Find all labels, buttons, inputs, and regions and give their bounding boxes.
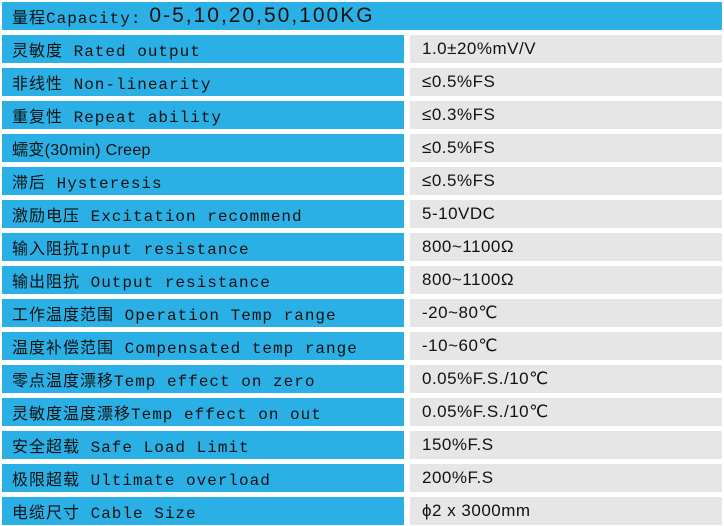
spec-row-output-resistance: 输出阻抗 Output resistance 800~1100Ω — [2, 266, 722, 294]
spec-value: -20~80℃ — [422, 303, 498, 322]
spec-label-cell: 温度补偿范围 Compensated temp range — [2, 332, 404, 360]
spec-value-cell: ≤0.5%FS — [410, 68, 722, 96]
spec-row-operation-temp: 工作温度范围 Operation Temp range -20~80℃ — [2, 299, 722, 327]
spec-value-cell: 1.0±20%mV/V — [410, 35, 722, 63]
spec-label: 安全超载 Safe Load Limit — [12, 439, 250, 457]
spec-value: -10~60℃ — [422, 336, 498, 355]
spec-value: 800~1100Ω — [422, 270, 515, 289]
spec-row-temp-effect-output: 灵敏度温度漂移Temp effect on out 0.05%F.S./10℃ — [2, 398, 722, 426]
spec-label: 零点温度漂移Temp effect on zero — [12, 373, 316, 391]
spec-row-compensated-temp: 温度补偿范围 Compensated temp range -10~60℃ — [2, 332, 722, 360]
spec-value: 150%F.S — [422, 435, 494, 454]
spec-value: 1.0±20%mV/V — [422, 39, 537, 58]
spec-label-cell: 滞后 Hysteresis — [2, 167, 404, 195]
table-header-row: 量程Capacity: 0-5,10,20,50,100KG — [2, 2, 722, 30]
spec-label-cell: 电缆尺寸 Cable Size — [2, 497, 404, 525]
capacity-label: 量程Capacity: — [12, 10, 142, 28]
spec-label: 工作温度范围 Operation Temp range — [12, 307, 337, 325]
spec-label: 灵敏度 Rated output — [12, 43, 201, 61]
spec-value-cell: 5-10VDC — [410, 200, 722, 228]
spec-row-non-linearity: 非线性 Non-linearity ≤0.5%FS — [2, 68, 722, 96]
spec-row-temp-effect-zero: 零点温度漂移Temp effect on zero 0.05%F.S./10℃ — [2, 365, 722, 393]
spec-row-safe-load: 安全超载 Safe Load Limit 150%F.S — [2, 431, 722, 459]
spec-label-cell: 蠕变(30min) Creep — [2, 134, 404, 162]
spec-row-hysteresis: 滞后 Hysteresis ≤0.5%FS — [2, 167, 722, 195]
spec-label-cell: 输入阻抗Input resistance — [2, 233, 404, 261]
spec-row-input-resistance: 输入阻抗Input resistance 800~1100Ω — [2, 233, 722, 261]
spec-row-creep: 蠕变(30min) Creep ≤0.5%FS — [2, 134, 722, 162]
spec-label-cell: 安全超载 Safe Load Limit — [2, 431, 404, 459]
spec-label: 非线性 Non-linearity — [12, 76, 212, 94]
spec-label: 极限超载 Ultimate overload — [12, 472, 271, 490]
spec-value: 0.05%F.S./10℃ — [422, 369, 549, 388]
spec-value-cell: ≤0.5%FS — [410, 134, 722, 162]
capacity-value: 0-5,10,20,50,100KG — [149, 4, 375, 27]
spec-value-cell: 200%F.S — [410, 464, 722, 492]
spec-value: ≤0.5%FS — [422, 138, 496, 157]
spec-value: ≤0.3%FS — [422, 105, 496, 124]
spec-value-cell: 150%F.S — [410, 431, 722, 459]
spec-label-cell: 零点温度漂移Temp effect on zero — [2, 365, 404, 393]
spec-value-cell: ϕ2 x 3000mm — [410, 497, 722, 525]
spec-label: 输入阻抗Input resistance — [12, 241, 250, 259]
spec-label-cell: 工作温度范围 Operation Temp range — [2, 299, 404, 327]
spec-label-cell: 灵敏度温度漂移Temp effect on out — [2, 398, 404, 426]
spec-label-cell: 激励电压 Excitation recommend — [2, 200, 404, 228]
spec-label-cell: 非线性 Non-linearity — [2, 68, 404, 96]
spec-label: 电缆尺寸 Cable Size — [12, 505, 197, 523]
spec-label: 蠕变(30min) Creep — [12, 142, 151, 159]
spec-value: ≤0.5%FS — [422, 72, 496, 91]
spec-value-cell: 800~1100Ω — [410, 266, 722, 294]
spec-label: 温度补偿范围 Compensated temp range — [12, 340, 358, 358]
spec-value-cell: 0.05%F.S./10℃ — [410, 365, 722, 393]
spec-value: ≤0.5%FS — [422, 171, 496, 190]
spec-row-cable-size: 电缆尺寸 Cable Size ϕ2 x 3000mm — [2, 497, 722, 525]
spec-label: 滞后 Hysteresis — [12, 175, 163, 193]
spec-value: 5-10VDC — [422, 204, 496, 223]
spec-value-cell: -20~80℃ — [410, 299, 722, 327]
spec-label-cell: 重复性 Repeat ability — [2, 101, 404, 129]
spec-label-cell: 极限超载 Ultimate overload — [2, 464, 404, 492]
spec-row-ultimate-overload: 极限超载 Ultimate overload 200%F.S — [2, 464, 722, 492]
spec-label: 输出阻抗 Output resistance — [12, 274, 271, 292]
spec-label-cell: 灵敏度 Rated output — [2, 35, 404, 63]
spec-value: ϕ2 x 3000mm — [422, 501, 531, 520]
spec-row-rated-output: 灵敏度 Rated output 1.0±20%mV/V — [2, 35, 722, 63]
spec-label: 灵敏度温度漂移Temp effect on out — [12, 406, 322, 424]
spec-label-cell: 输出阻抗 Output resistance — [2, 266, 404, 294]
spec-value-cell: 0.05%F.S./10℃ — [410, 398, 722, 426]
spec-value: 800~1100Ω — [422, 237, 515, 256]
spec-label: 激励电压 Excitation recommend — [12, 208, 303, 226]
spec-value-cell: 800~1100Ω — [410, 233, 722, 261]
spec-value-cell: ≤0.3%FS — [410, 101, 722, 129]
spec-value: 0.05%F.S./10℃ — [422, 402, 549, 421]
spec-label: 重复性 Repeat ability — [12, 109, 223, 127]
spec-row-repeatability: 重复性 Repeat ability ≤0.3%FS — [2, 101, 722, 129]
spec-value-cell: ≤0.5%FS — [410, 167, 722, 195]
spec-value-cell: -10~60℃ — [410, 332, 722, 360]
spec-row-excitation: 激励电压 Excitation recommend 5-10VDC — [2, 200, 722, 228]
spec-value: 200%F.S — [422, 468, 494, 487]
